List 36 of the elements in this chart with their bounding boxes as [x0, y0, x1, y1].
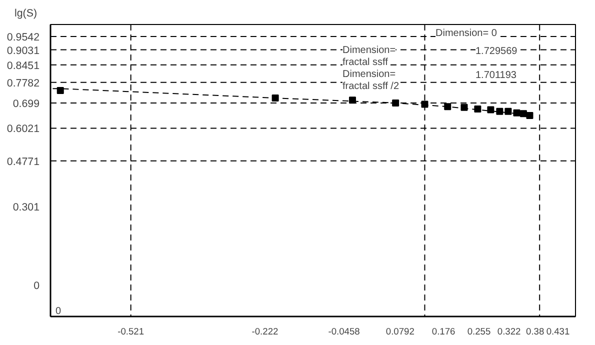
point: [526, 112, 534, 119]
y-tick-label: 0.4771: [6, 156, 40, 168]
annotation: fractal ssff /2: [342, 81, 400, 92]
point: [496, 108, 504, 115]
point: [56, 86, 64, 94]
annotation: 1.729569: [476, 46, 518, 57]
annotation: fractal ssff: [342, 57, 388, 68]
annotation: 0: [56, 306, 62, 317]
point: [487, 106, 494, 114]
x-tick-label: 0.0792: [386, 326, 414, 336]
x-tick-label: 0.255: [467, 326, 491, 336]
y-tick-label: 0: [34, 280, 40, 292]
y-axis-title: lg(S): [14, 8, 37, 20]
point: [444, 103, 452, 110]
x-tick-label: 0.38: [526, 326, 544, 336]
y-tick-label: 0.9031: [6, 44, 40, 57]
annotation: Dimension= 0: [436, 28, 498, 39]
x-tick-label: -0.222: [252, 326, 278, 336]
point: [460, 104, 468, 111]
y-tick-label: 0.7782: [6, 77, 40, 90]
x-tick-label: 0.176: [432, 326, 456, 336]
point: [513, 109, 520, 116]
y-tick-label: 0.8451: [6, 60, 40, 72]
annotation: 1.701193: [476, 70, 517, 81]
annotation: Dimension=: [342, 69, 396, 80]
x-tick-label: -0.521: [118, 326, 144, 336]
point: [474, 105, 482, 112]
x-tick-label: 0.431: [546, 326, 570, 336]
y-tick-label: 0.699: [12, 98, 40, 110]
y-tick-label: 0.6021: [6, 123, 40, 136]
y-tick-label: 0.301: [12, 202, 40, 214]
point: [504, 108, 512, 115]
annotation: Dimension=: [342, 45, 396, 56]
x-tick-label: 0.322: [497, 326, 521, 336]
x-tick-label: -0.0458: [328, 326, 360, 336]
y-tick-label: 0.9542: [6, 31, 40, 44]
